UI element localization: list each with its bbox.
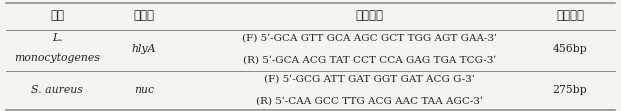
- Text: (F) 5ʹ-GCA GTT GCA AGC GCT TGG AGT GAA-3ʹ: (F) 5ʹ-GCA GTT GCA AGC GCT TGG AGT GAA-3…: [242, 34, 497, 43]
- Text: 유전자: 유전자: [134, 9, 155, 22]
- Text: S. aureus: S. aureus: [31, 85, 83, 95]
- Text: (R) 5ʹ-GCA ACG TAT CCT CCA GAG TGA TCG-3ʹ: (R) 5ʹ-GCA ACG TAT CCT CCA GAG TGA TCG-3…: [243, 56, 496, 65]
- Text: nuc: nuc: [134, 85, 154, 95]
- Text: (F) 5ʹ-GCG ATT GAT GGT GAT ACG G-3ʹ: (F) 5ʹ-GCG ATT GAT GGT GAT ACG G-3ʹ: [264, 74, 475, 83]
- Text: (R) 5ʹ-CAA GCC TTG ACG AAC TAA AGC-3ʹ: (R) 5ʹ-CAA GCC TTG ACG AAC TAA AGC-3ʹ: [256, 96, 483, 106]
- Text: 염기서열: 염기서열: [355, 9, 384, 22]
- Text: 275bp: 275bp: [553, 85, 587, 95]
- Text: 456bp: 456bp: [553, 44, 587, 54]
- Text: 결과확인: 결과확인: [556, 9, 584, 22]
- Text: monocytogenes: monocytogenes: [14, 53, 100, 63]
- Text: hlyA: hlyA: [132, 44, 156, 54]
- Text: L.: L.: [52, 33, 63, 43]
- Text: 균종: 균종: [50, 9, 64, 22]
